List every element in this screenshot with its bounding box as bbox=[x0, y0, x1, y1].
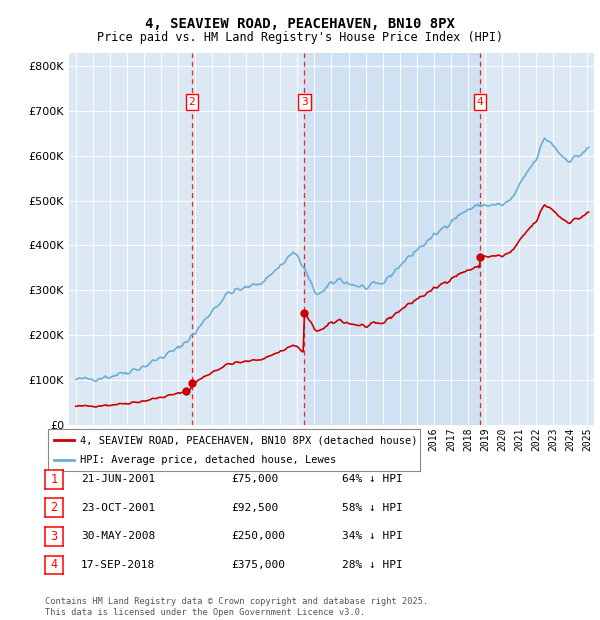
Text: 64% ↓ HPI: 64% ↓ HPI bbox=[342, 474, 403, 484]
Bar bbox=[304, 53, 480, 425]
Text: 3: 3 bbox=[50, 530, 58, 542]
Text: 1: 1 bbox=[50, 473, 58, 485]
Text: 58% ↓ HPI: 58% ↓ HPI bbox=[342, 503, 403, 513]
Text: 23-OCT-2001: 23-OCT-2001 bbox=[81, 503, 155, 513]
Text: 2: 2 bbox=[188, 97, 195, 107]
Text: 17-SEP-2018: 17-SEP-2018 bbox=[81, 560, 155, 570]
Text: £250,000: £250,000 bbox=[231, 531, 285, 541]
Text: Contains HM Land Registry data © Crown copyright and database right 2025.
This d: Contains HM Land Registry data © Crown c… bbox=[45, 598, 428, 617]
Text: 4: 4 bbox=[476, 97, 484, 107]
Text: 4, SEAVIEW ROAD, PEACEHAVEN, BN10 8PX: 4, SEAVIEW ROAD, PEACEHAVEN, BN10 8PX bbox=[145, 17, 455, 32]
Text: 4, SEAVIEW ROAD, PEACEHAVEN, BN10 8PX (detached house): 4, SEAVIEW ROAD, PEACEHAVEN, BN10 8PX (d… bbox=[80, 435, 417, 445]
Text: £375,000: £375,000 bbox=[231, 560, 285, 570]
Text: 34% ↓ HPI: 34% ↓ HPI bbox=[342, 531, 403, 541]
Text: Price paid vs. HM Land Registry's House Price Index (HPI): Price paid vs. HM Land Registry's House … bbox=[97, 31, 503, 44]
Text: £92,500: £92,500 bbox=[231, 503, 278, 513]
Text: 30-MAY-2008: 30-MAY-2008 bbox=[81, 531, 155, 541]
Text: HPI: Average price, detached house, Lewes: HPI: Average price, detached house, Lewe… bbox=[80, 455, 336, 465]
Text: 3: 3 bbox=[301, 97, 308, 107]
Text: 28% ↓ HPI: 28% ↓ HPI bbox=[342, 560, 403, 570]
Text: 2: 2 bbox=[50, 502, 58, 514]
Text: £75,000: £75,000 bbox=[231, 474, 278, 484]
Text: 4: 4 bbox=[50, 559, 58, 571]
Text: 21-JUN-2001: 21-JUN-2001 bbox=[81, 474, 155, 484]
